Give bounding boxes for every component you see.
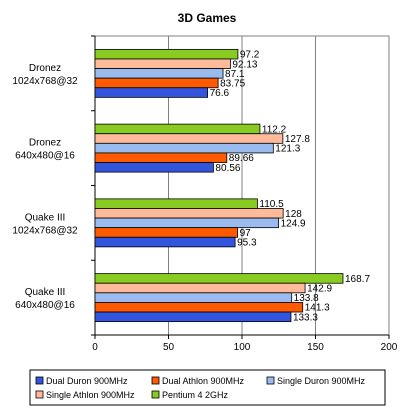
bar (94, 282, 306, 294)
legend-swatch (266, 376, 275, 385)
data-label: 97.2 (240, 50, 260, 61)
category-label: 640x480@16 (15, 300, 75, 311)
legend-swatch (151, 390, 160, 399)
legend-swatch (35, 390, 44, 399)
x-tick-label: 50 (163, 342, 175, 353)
data-label: 95.3 (237, 238, 257, 249)
bar (94, 68, 224, 79)
plot-area: 0 50 100 150 200 Dronez 1024x768@32 97.292.1387… (12, 35, 398, 353)
data-label: 127.8 (285, 134, 310, 145)
data-label: 110.5 (259, 199, 284, 210)
bar (94, 142, 274, 154)
bar (94, 87, 209, 98)
data-label: 97 (240, 228, 252, 239)
bar (94, 273, 344, 284)
bar (94, 292, 293, 303)
bar (94, 123, 261, 135)
category-label: Dronez (29, 138, 61, 149)
data-label: 133.8 (294, 293, 319, 304)
bar (94, 133, 284, 144)
bar (94, 208, 284, 219)
legend-label: Single Athlon 900MHz (46, 390, 135, 400)
data-label: 87.1 (225, 69, 245, 80)
data-label: 121.3 (275, 144, 300, 155)
bar (94, 311, 292, 323)
category-label: Quake III (25, 212, 66, 223)
data-label: 168.7 (345, 274, 370, 285)
bar (94, 302, 304, 313)
legend-label: Pentium 4 2GHz (162, 390, 229, 400)
bar (94, 217, 280, 229)
category-label: Quake III (25, 287, 66, 298)
bar (94, 77, 219, 89)
data-label: 133.3 (293, 312, 318, 323)
data-label: 141.3 (305, 303, 330, 314)
bar (94, 236, 236, 248)
data-label: 89.66 (229, 153, 254, 164)
legend-box (29, 369, 386, 406)
category-label: Dronez (29, 63, 61, 74)
chart-title: 3D Games (178, 11, 237, 25)
x-tick-label: 0 (92, 342, 98, 353)
data-label: 124.9 (281, 218, 306, 229)
data-label: 80.56 (215, 163, 240, 174)
legend-label: Dual Duron 900MHz (46, 376, 128, 386)
data-label: 83.75 (220, 78, 245, 89)
category-label: 1024x768@32 (12, 225, 78, 236)
category-label: 640x480@16 (15, 151, 75, 162)
data-label: 112.2 (262, 124, 287, 135)
bar (94, 162, 214, 173)
x-tick-label: 150 (307, 342, 324, 353)
legend-label: Single Duron 900MHz (277, 376, 366, 386)
legend-swatch (151, 376, 160, 385)
bar (94, 58, 231, 69)
bar (94, 198, 258, 209)
bar (94, 227, 238, 238)
data-label: 142.9 (307, 284, 332, 295)
legend: Dual Duron 900MHz Dual Athlon 900MHz Singl… (29, 369, 386, 406)
data-label: 128 (285, 209, 302, 220)
category-label: 1024x768@32 (12, 76, 78, 87)
data-label: 92.13 (232, 59, 257, 70)
data-label: 76.6 (210, 88, 230, 99)
bar (94, 152, 228, 163)
legend-label: Dual Athlon 900MHz (162, 376, 245, 386)
legend-swatch (35, 376, 44, 385)
x-tick-label: 200 (381, 342, 398, 353)
x-tick-label: 100 (234, 342, 251, 353)
bar (94, 48, 239, 60)
